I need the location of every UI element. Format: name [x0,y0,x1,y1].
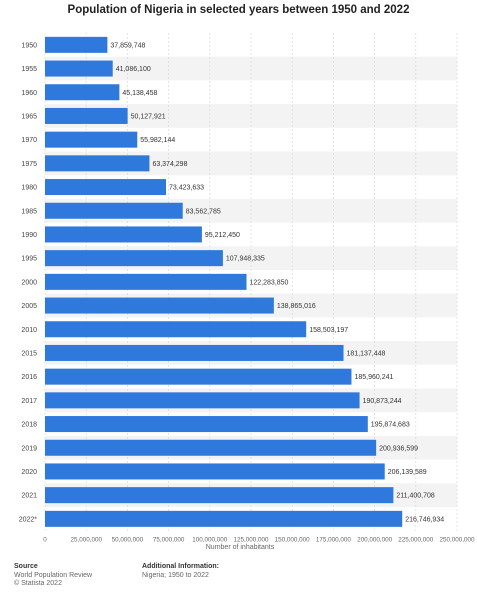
x-tick-label: 50,000,000 [112,537,144,544]
value-label: 185,960,241 [354,374,393,381]
x-tick-label: 125,000,000 [233,537,269,544]
bar-1955 [45,60,113,77]
x-tick-label: 0 [43,537,47,544]
x-axis-label: Number of inhabitants [206,544,275,551]
category-label: 2019 [21,445,37,452]
category-label: 1985 [21,208,37,215]
category-label: 1975 [21,161,37,168]
bar-2010 [45,321,307,338]
copyright-line: © Statista 2022 [14,580,62,587]
value-label: 45,138,458 [122,90,157,97]
value-label: 138,865,016 [277,303,316,310]
bar-1975 [45,155,150,172]
x-tick-label: 25,000,000 [70,537,102,544]
value-label: 50,127,921 [131,113,166,120]
bar-2016 [45,368,352,385]
category-label: 2000 [21,279,37,286]
category-label: 2015 [21,350,37,357]
value-label: 95,212,450 [205,232,240,239]
category-label: 2010 [21,327,37,334]
value-label: 195,874,683 [371,422,410,429]
x-tick-label: 200,000,000 [357,537,393,544]
bar-1970 [45,131,138,148]
category-label: 1965 [21,113,37,120]
source-heading: Source [14,563,38,570]
category-label: 1980 [21,185,37,192]
value-label: 107,948,335 [226,256,265,263]
bar-2005 [45,297,274,314]
value-label: 122,283,850 [250,279,289,286]
value-label: 37,859,748 [110,42,145,49]
x-tick-label: 75,000,000 [153,537,185,544]
bar-1980 [45,179,167,196]
x-tick-label: 225,000,000 [398,537,434,544]
value-label: 200,936,599 [379,445,418,452]
category-label: 2016 [21,374,37,381]
bar-2022* [45,510,403,527]
value-label: 55,982,144 [140,137,175,144]
category-label: 2020 [21,469,37,476]
bar-2019 [45,439,377,456]
category-labels: 1950 1955 1960 1965 1970 1975 1980 1985 1990 1995… [19,42,38,523]
x-tick-labels: 0 25,000,000 50,000,000 75,000,000 100,000,0… [43,537,475,544]
bar-2020 [45,463,385,480]
source-line: World Population Review [14,571,93,579]
bar-1950 [45,36,108,53]
value-label: 206,139,589 [388,469,427,476]
additional-info-line: Nigeria; 1950 to 2022 [142,571,209,579]
category-label: 1970 [21,137,37,144]
x-tick-label: 175,000,000 [316,537,352,544]
x-tick-label: 150,000,000 [275,537,311,544]
value-label: 83,562,785 [186,208,221,215]
category-label: 1955 [21,66,37,73]
category-label: 2005 [21,303,37,310]
additional-info-block: Additional Information: Nigeria; 1950 to… [142,563,219,580]
category-label: 1950 [21,42,37,49]
row-band [45,104,457,128]
chart-title: Population of Nigeria in selected years … [67,4,410,16]
row-band [45,56,457,81]
source-block: Source World Population Review © Statist… [14,563,92,589]
category-label: 2022* [19,516,38,523]
category-label: 1960 [21,90,37,97]
value-label: 63,374,298 [152,161,187,168]
x-tick-label: 100,000,000 [192,537,228,544]
bar-1965 [45,107,128,124]
category-label: 2018 [21,422,37,429]
value-label: 211,400,708 [396,493,435,500]
bar-1995 [45,250,223,267]
bar-2000 [45,273,247,290]
bar-1960 [45,84,120,101]
category-label: 1990 [21,232,37,239]
value-label: 73,423,633 [169,185,204,192]
bar-1990 [45,226,202,243]
value-label: 158,503,197 [309,327,348,334]
bar-2017 [45,392,360,409]
value-label: 181,137,448 [347,350,386,357]
category-label: 2017 [21,398,37,405]
value-label: 41,086,100 [116,66,151,73]
value-labels: 37,859,748 41,086,100 45,138,458 50,127,921… [110,42,444,523]
bars [45,36,403,527]
category-label: 1995 [21,256,37,263]
value-label: 190,873,244 [363,398,402,405]
additional-info-heading: Additional Information: [142,563,219,570]
bar-1985 [45,202,183,219]
x-tick-label: 250,000,000 [439,537,475,544]
bar-2018 [45,416,368,433]
category-label: 2021 [21,493,37,500]
value-label: 216,746,934 [405,516,444,523]
bar-2021 [45,487,394,504]
bar-2015 [45,344,344,361]
